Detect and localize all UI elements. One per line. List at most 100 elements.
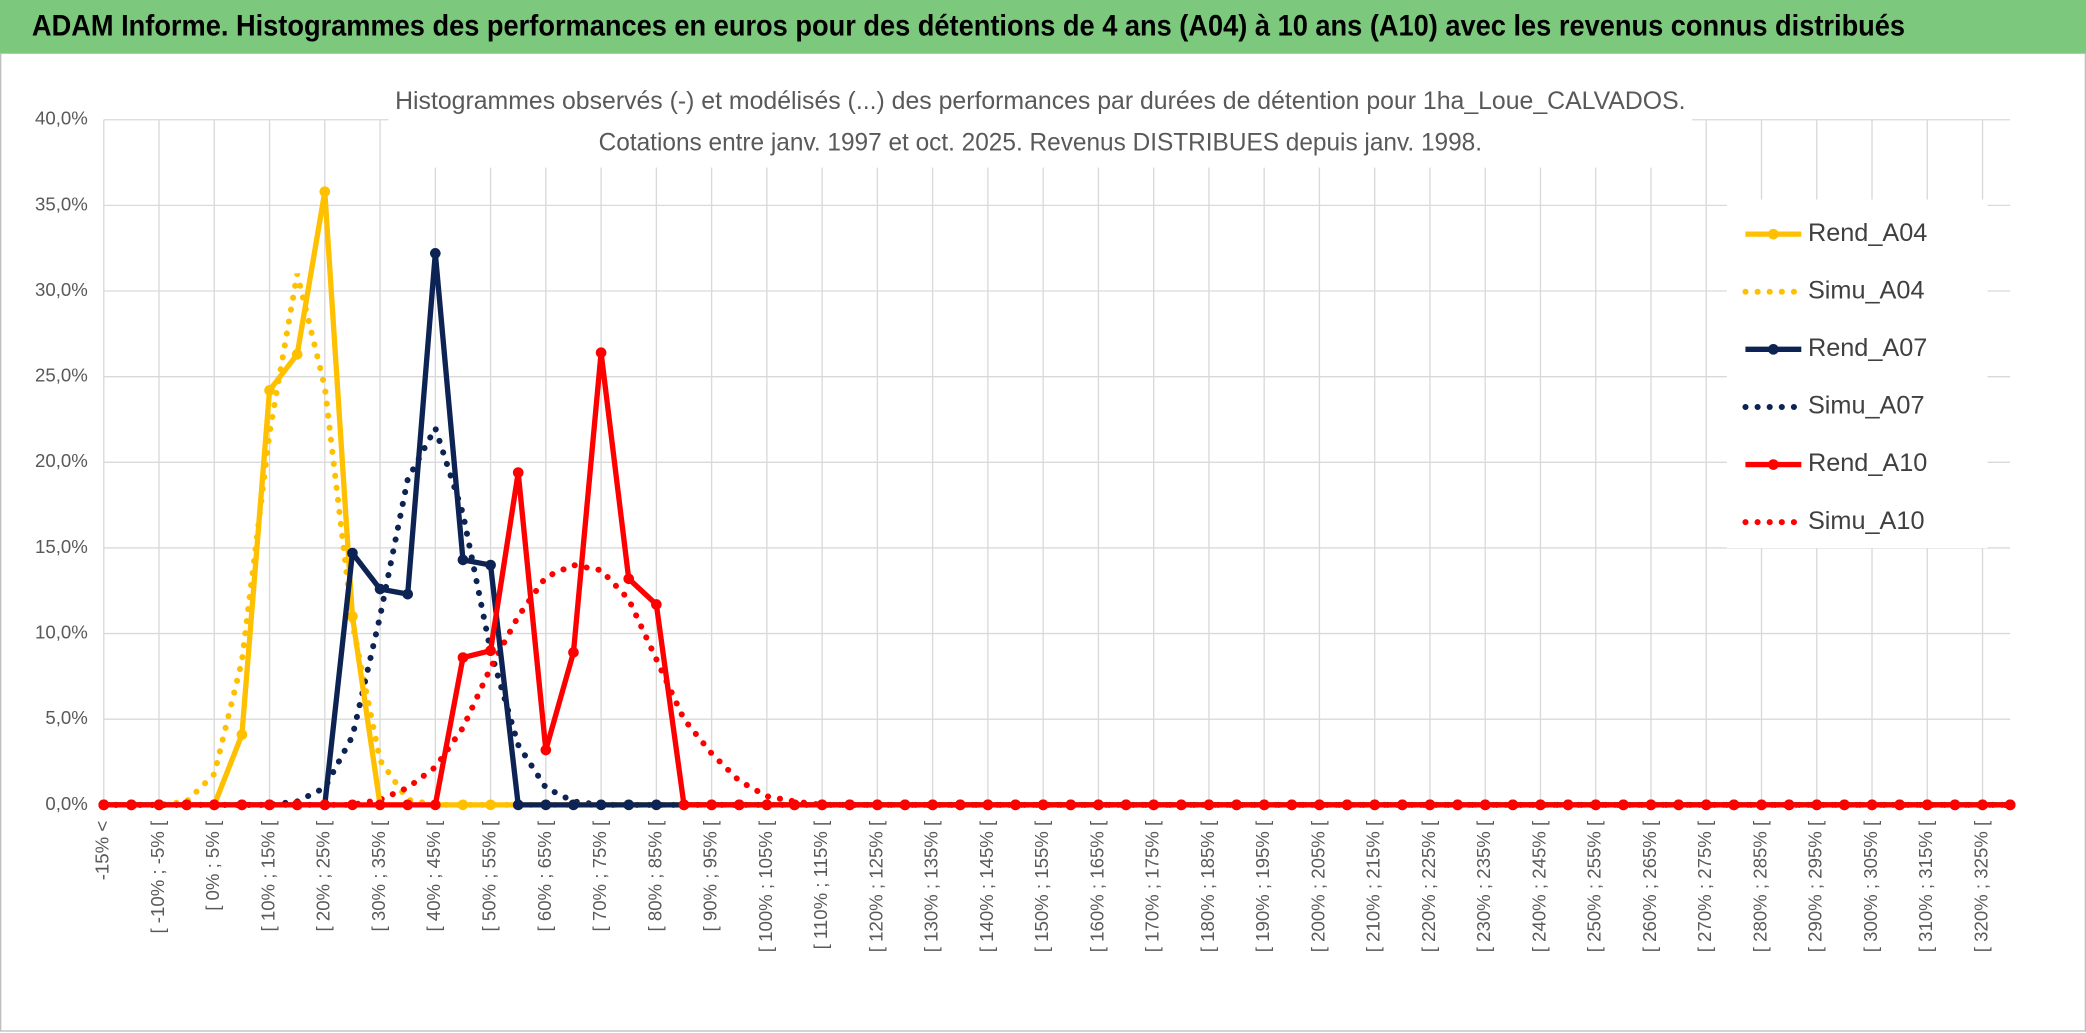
x-tick-label: [ 140% ; 145% [ bbox=[976, 820, 997, 952]
x-tick-label: [ 270% ; 275% [ bbox=[1694, 820, 1715, 952]
data-point bbox=[1479, 799, 1491, 811]
y-tick-label: 30,0% bbox=[35, 279, 88, 300]
title-background bbox=[388, 82, 1693, 168]
legend-marker bbox=[1768, 344, 1779, 355]
x-tick-label: [ 40% ; 45% [ bbox=[423, 820, 444, 932]
data-point bbox=[623, 799, 635, 811]
x-tick-label: [ 230% ; 235% [ bbox=[1473, 820, 1494, 952]
header-title: ADAM Informe. Histogrammes des performan… bbox=[32, 11, 1905, 43]
x-tick-label: [ -10% ; -5% [ bbox=[147, 820, 168, 934]
data-point bbox=[512, 799, 524, 811]
data-point bbox=[623, 573, 635, 585]
data-point bbox=[319, 186, 331, 197]
x-tick-label: [ 240% ; 245% [ bbox=[1528, 820, 1549, 952]
data-point bbox=[485, 799, 496, 811]
data-point bbox=[1037, 799, 1049, 811]
x-tick-label: [ 130% ; 135% [ bbox=[921, 820, 942, 952]
x-tick-label: [ 290% ; 295% [ bbox=[1805, 820, 1826, 952]
data-point bbox=[319, 799, 331, 811]
data-point bbox=[429, 799, 441, 811]
data-point bbox=[1894, 799, 1905, 811]
data-point bbox=[761, 799, 773, 811]
y-tick-label: 15,0% bbox=[35, 536, 88, 557]
x-tick-label: [ 280% ; 285% [ bbox=[1749, 820, 1770, 952]
data-point bbox=[1369, 799, 1381, 811]
header-bar bbox=[0, 0, 2086, 54]
data-point bbox=[2004, 799, 2016, 811]
y-tick-label: 5,0% bbox=[45, 707, 87, 728]
y-tick-label: 20,0% bbox=[35, 450, 88, 471]
data-point bbox=[457, 554, 469, 566]
data-point bbox=[1397, 799, 1408, 811]
data-point bbox=[651, 799, 662, 811]
data-point bbox=[927, 799, 938, 811]
legend-label: Simu_A04 bbox=[1808, 276, 1925, 304]
data-point bbox=[1286, 799, 1298, 811]
data-point bbox=[1977, 799, 1988, 811]
chart-title: Histogrammes observés (-) et modélisés (… bbox=[395, 87, 1685, 115]
x-tick-label: [ 100% ; 105% [ bbox=[755, 820, 776, 952]
data-point bbox=[789, 799, 800, 811]
data-point bbox=[1921, 799, 1933, 811]
data-point bbox=[429, 248, 441, 259]
x-tick-label: [ 300% ; 305% [ bbox=[1860, 820, 1881, 952]
data-point bbox=[153, 799, 165, 811]
data-point bbox=[899, 799, 911, 811]
legend-label: Simu_A10 bbox=[1808, 507, 1925, 535]
data-point bbox=[1562, 799, 1574, 811]
x-tick-label: [ 70% ; 75% [ bbox=[589, 820, 610, 932]
data-point bbox=[982, 799, 994, 811]
data-point bbox=[347, 799, 358, 811]
data-point bbox=[1645, 799, 1657, 811]
data-point bbox=[954, 799, 966, 811]
data-point bbox=[374, 799, 386, 811]
x-tick-label: [ 220% ; 225% [ bbox=[1418, 820, 1439, 952]
data-point bbox=[678, 799, 690, 811]
data-point bbox=[1728, 799, 1740, 811]
data-point bbox=[512, 467, 524, 478]
data-point bbox=[568, 799, 579, 811]
data-point bbox=[485, 645, 496, 657]
data-point bbox=[1811, 799, 1823, 811]
data-point bbox=[1120, 799, 1132, 811]
data-point bbox=[1203, 799, 1215, 811]
data-point bbox=[595, 347, 607, 358]
x-tick-label: [ 210% ; 215% [ bbox=[1363, 820, 1384, 952]
data-point bbox=[236, 729, 248, 740]
data-point bbox=[1258, 799, 1270, 811]
data-point bbox=[1452, 799, 1463, 811]
data-point bbox=[1010, 799, 1021, 811]
data-point bbox=[374, 583, 386, 595]
x-tick-label: [ 260% ; 265% [ bbox=[1639, 820, 1660, 952]
legend-label: Rend_A10 bbox=[1808, 449, 1927, 477]
data-point bbox=[347, 611, 358, 622]
data-point bbox=[1756, 799, 1767, 811]
data-point bbox=[1148, 799, 1159, 811]
x-tick-label: [ 110% ; 115% [ bbox=[810, 820, 831, 949]
data-point bbox=[1783, 799, 1795, 811]
data-point bbox=[457, 799, 469, 811]
x-tick-label: [ 200% ; 205% [ bbox=[1307, 820, 1328, 952]
data-point bbox=[1866, 799, 1878, 811]
data-point bbox=[402, 588, 414, 600]
data-point bbox=[347, 547, 358, 559]
data-point bbox=[1949, 799, 1961, 811]
data-point bbox=[1424, 799, 1436, 811]
x-tick-label: [ 10% ; 15% [ bbox=[257, 820, 278, 932]
x-tick-label: [ 320% ; 325% [ bbox=[1970, 820, 1991, 952]
data-point bbox=[872, 799, 883, 811]
data-point bbox=[485, 559, 496, 571]
plot: 0,0% 5,0% 10,0% 15,0% 20,0% 25,0% 30,0% 35,0% 40… bbox=[35, 82, 2016, 952]
data-point bbox=[1231, 799, 1242, 811]
y-tick-label: 0,0% bbox=[45, 793, 87, 814]
legend-marker bbox=[1768, 228, 1779, 240]
data-point bbox=[1341, 799, 1353, 811]
data-point bbox=[706, 799, 717, 811]
x-tick-label: [ 180% ; 185% [ bbox=[1197, 820, 1218, 952]
x-tick-label: [ 190% ; 195% [ bbox=[1252, 820, 1273, 952]
data-point bbox=[1700, 799, 1712, 811]
y-tick-label: 35,0% bbox=[35, 193, 88, 214]
data-point bbox=[291, 799, 303, 811]
data-point bbox=[1065, 799, 1077, 811]
legend-marker bbox=[1768, 459, 1779, 470]
